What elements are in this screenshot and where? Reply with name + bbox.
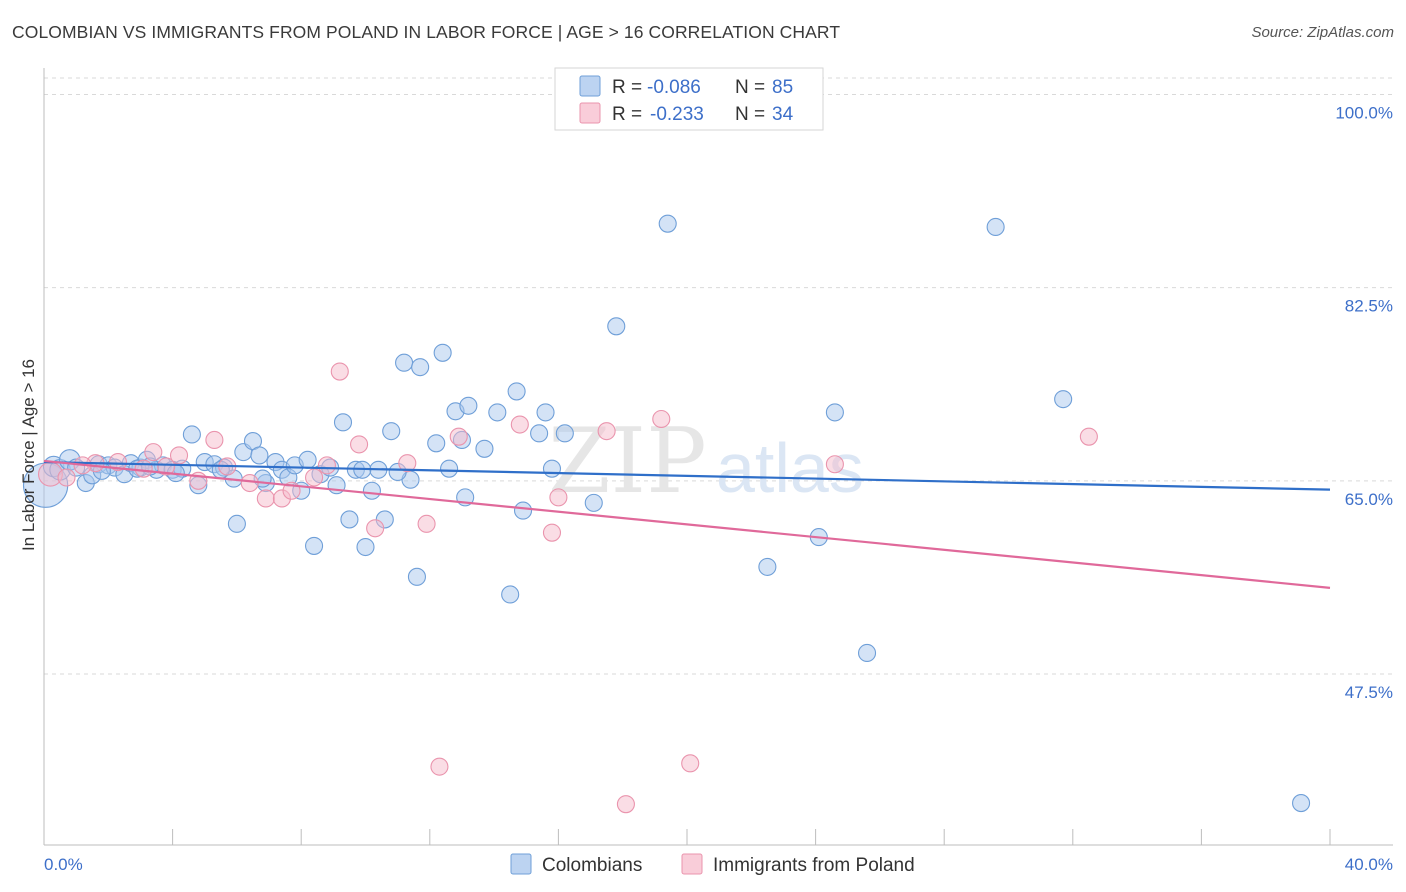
poland-point	[350, 435, 369, 454]
colombians-point	[530, 424, 549, 443]
colombians-point	[1292, 794, 1311, 813]
poland-point	[398, 454, 417, 473]
poland-point	[57, 468, 76, 487]
gridlines	[44, 77, 1393, 675]
y-axis-title: In Labor Force | Age > 16	[19, 359, 38, 551]
legend-swatch-pink	[579, 102, 601, 124]
colombians-point	[857, 643, 877, 663]
watermark: ZIP atlas	[548, 409, 864, 514]
watermark-zip: ZIP	[548, 409, 707, 514]
colombians-point	[986, 217, 1005, 237]
colombians-point	[475, 439, 494, 458]
poland-point	[157, 457, 176, 476]
poland-points	[37, 362, 1098, 814]
poland-point	[205, 430, 224, 450]
colombians-point	[459, 396, 478, 415]
colombians-point	[501, 585, 520, 604]
colombians-point	[513, 501, 533, 520]
poland-point	[256, 489, 275, 508]
colombians-point	[658, 214, 677, 233]
series-legend: Colombians Immigrants from Poland	[510, 853, 915, 876]
colombians-point	[305, 536, 324, 555]
poland-point	[449, 427, 468, 446]
poland-point	[681, 754, 700, 773]
poland-point	[134, 459, 153, 478]
legend-swatch-colombians	[510, 853, 532, 875]
poland-point	[366, 519, 385, 538]
colombians-point	[584, 493, 603, 512]
colombians-point	[333, 413, 353, 432]
y-tick-label: 65.0%	[1345, 490, 1393, 509]
colombians-point	[427, 434, 446, 453]
legend-r-value-blue: -0.086	[647, 77, 701, 98]
y-tick-labels: 47.5% 65.0% 82.5% 100.0%	[1335, 104, 1393, 702]
colombians-point	[250, 446, 269, 465]
colombians-point	[395, 353, 414, 372]
poland-point	[240, 473, 259, 493]
colombians-point	[440, 459, 459, 478]
colombians-point	[507, 382, 526, 401]
poland-point	[510, 415, 529, 434]
legend-swatch-poland	[681, 853, 703, 875]
legend-n-label-blue: N =	[735, 77, 765, 98]
poland-trend-line	[43, 459, 1331, 589]
legend-n-value-pink: 34	[772, 104, 794, 125]
colombians-trend-line	[43, 460, 1331, 491]
poland-point	[825, 455, 844, 474]
colombians-point	[298, 450, 317, 469]
legend-label-colombians: Colombians	[542, 855, 642, 876]
poland-point	[144, 443, 163, 462]
colombians-point	[340, 510, 359, 529]
colombians-point	[433, 343, 452, 362]
poland-point	[652, 409, 671, 429]
legend-n-value-blue: 85	[772, 77, 793, 98]
colombians-point	[382, 422, 401, 441]
legend-r-label-pink: R =	[612, 104, 642, 125]
colombians-point	[555, 424, 574, 443]
y-tick-label: 82.5%	[1345, 297, 1393, 316]
x-tick-label-max: 40.0%	[1345, 855, 1393, 874]
poland-point	[330, 362, 349, 381]
poland-point	[430, 757, 449, 776]
poland-point	[549, 488, 568, 507]
colombians-point	[825, 403, 844, 422]
legend-label-poland: Immigrants from Poland	[713, 855, 915, 876]
y-tick-label: 100.0%	[1335, 104, 1393, 123]
poland-point	[108, 453, 127, 472]
legend-n-label-pink: N =	[735, 104, 765, 125]
x-tick-labels: 0.0% 40.0%	[44, 855, 1393, 874]
colombians-point	[488, 403, 507, 422]
colombians-point	[758, 557, 777, 576]
colombians-point	[542, 459, 562, 478]
correlation-legend: R = -0.086 N = 85 R = -0.233 N = 34	[554, 67, 824, 131]
chart-title: COLOMBIAN VS IMMIGRANTS FROM POLAND IN L…	[12, 22, 841, 42]
legend-r-value-pink: -0.233	[650, 104, 704, 125]
poland-point	[305, 468, 324, 487]
poland-point	[317, 456, 336, 475]
legend-r-label-blue: R =	[612, 77, 642, 98]
y-tick-label: 47.5%	[1345, 683, 1393, 702]
colombians-point	[607, 317, 626, 336]
poland-point	[417, 514, 436, 533]
colombians-point	[411, 358, 430, 377]
colombians-point	[227, 514, 246, 533]
poland-point	[1079, 427, 1098, 446]
colombians-point	[407, 567, 426, 586]
trend-lines	[43, 459, 1331, 589]
axes	[43, 68, 1393, 846]
colombians-point	[356, 537, 375, 557]
x-tick-label-min: 0.0%	[44, 855, 83, 874]
colombians-point	[182, 425, 201, 444]
poland-point	[597, 422, 616, 441]
source-label: Source: ZipAtlas.com	[1251, 24, 1394, 41]
colombians-point	[536, 403, 555, 422]
poland-point	[542, 523, 562, 542]
legend-swatch-blue	[579, 75, 601, 97]
colombians-point	[362, 481, 381, 500]
poland-point	[169, 446, 189, 465]
colombians-point	[1054, 390, 1073, 409]
poland-point	[616, 795, 635, 814]
